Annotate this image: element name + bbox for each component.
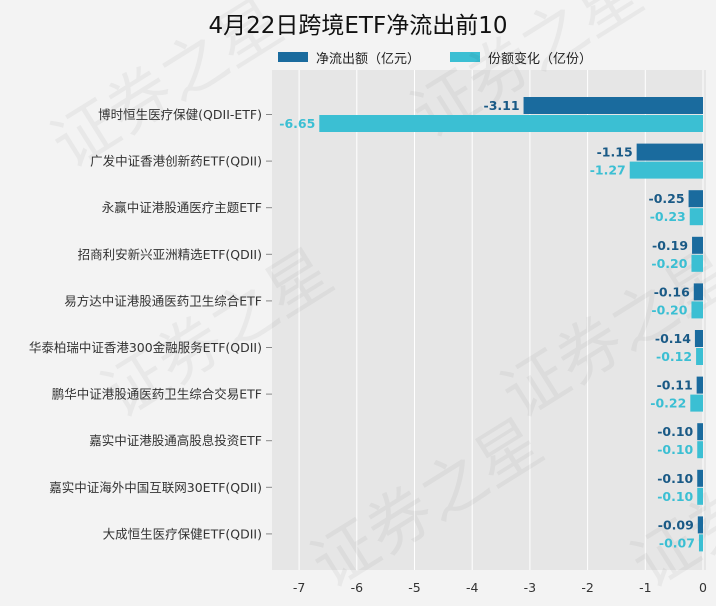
bar-share-change bbox=[319, 115, 703, 132]
data-label: -0.23 bbox=[650, 209, 686, 224]
category-label: 嘉实中证海外中国互联网30ETF(QDII) bbox=[49, 480, 262, 495]
x-axis-ticks: -7 -6 -5 -4 -3 -2 -1 0 bbox=[293, 580, 707, 595]
data-label: -0.10 bbox=[657, 424, 693, 439]
x-tick-label: -1 bbox=[639, 580, 651, 595]
legend-label-share-change: 份额变化（亿份） bbox=[488, 51, 593, 67]
x-tick-label: -5 bbox=[408, 580, 420, 595]
x-tick-label: -7 bbox=[293, 580, 305, 595]
category-label: 华泰柏瑞中证香港300金融服务ETF(QDII) bbox=[29, 340, 262, 355]
legend-label-net-outflow: 净流出额（亿元） bbox=[316, 51, 421, 67]
data-label: -1.27 bbox=[590, 163, 626, 178]
bar-net-outflow bbox=[697, 516, 703, 534]
category-label: 嘉实中证港股通高股息投资ETF bbox=[89, 433, 262, 448]
data-label: -3.11 bbox=[484, 98, 520, 113]
chart-title: 4月22日跨境ETF净流出前10 bbox=[208, 13, 508, 39]
bar-net-outflow bbox=[693, 283, 703, 301]
data-label: -0.25 bbox=[649, 191, 685, 206]
data-label: -6.65 bbox=[279, 116, 315, 131]
category-label: 大成恒生医疗保健ETF(QDII) bbox=[103, 526, 262, 541]
bar-net-outflow bbox=[697, 469, 703, 487]
bar-share-change bbox=[698, 534, 703, 552]
data-label: -0.07 bbox=[659, 535, 695, 550]
bar-share-change bbox=[696, 348, 703, 365]
bar-net-outflow bbox=[696, 376, 703, 394]
category-label: 永赢中证港股通医疗主题ETF bbox=[102, 200, 262, 215]
legend-swatch-net-outflow bbox=[278, 52, 308, 62]
bar-net-outflow bbox=[697, 423, 703, 441]
category-label: 易方达中证港股通医药卫生综合ETF bbox=[64, 293, 262, 308]
data-label: -0.11 bbox=[657, 378, 693, 393]
bar-share-change bbox=[629, 161, 703, 179]
category-label: 广发中证香港创新药ETF(QDII) bbox=[90, 154, 262, 169]
bar-net-outflow bbox=[688, 190, 703, 208]
bar-share-change bbox=[697, 487, 703, 505]
x-tick-label: 0 bbox=[699, 580, 707, 595]
legend-item-net-outflow: 净流出额（亿元） bbox=[278, 48, 420, 67]
bar-net-outflow bbox=[692, 236, 703, 254]
data-label: -0.12 bbox=[656, 349, 692, 364]
bar-net-outflow bbox=[523, 97, 703, 114]
x-tick-label: -6 bbox=[351, 580, 364, 595]
grid-lines bbox=[298, 70, 704, 570]
x-tick-label: -2 bbox=[581, 580, 593, 595]
bar-share-change bbox=[691, 301, 703, 319]
data-label: -1.15 bbox=[597, 145, 633, 160]
legend: 净流出额（亿元） 份额变化（亿份） bbox=[278, 48, 622, 67]
category-labels: 博时恒生医疗保健(QDII-ETF) 广发中证香港创新药ETF(QDII) 永赢中证… bbox=[29, 107, 272, 541]
bar-share-change bbox=[689, 208, 703, 226]
data-label: -0.20 bbox=[651, 256, 687, 271]
legend-swatch-share-change bbox=[450, 52, 481, 62]
data-label: -0.10 bbox=[657, 489, 693, 504]
data-label: -0.16 bbox=[654, 284, 690, 299]
data-label: -0.19 bbox=[652, 238, 688, 253]
bars: -3.11 -6.65 -1.15 -1.27 -0.25 -0.23 -0.19 -0.20… bbox=[279, 97, 703, 552]
bar-share-change bbox=[690, 394, 703, 412]
bar-net-outflow bbox=[636, 143, 703, 161]
plot-area bbox=[272, 70, 706, 570]
bar-net-outflow bbox=[694, 330, 703, 347]
x-tick-label: -3 bbox=[524, 580, 536, 595]
bar-share-change bbox=[691, 254, 703, 272]
data-label: -0.14 bbox=[655, 331, 691, 346]
x-tick-label: -4 bbox=[466, 580, 479, 595]
legend-item-share-change: 份额变化（亿份） bbox=[450, 48, 592, 67]
data-label: -0.10 bbox=[657, 471, 693, 486]
data-label: -0.20 bbox=[651, 302, 687, 317]
category-label: 鹏华中证港股通医药卫生综合交易ETF bbox=[52, 387, 262, 402]
data-label: -0.22 bbox=[650, 396, 686, 411]
category-label: 博时恒生医疗保健(QDII-ETF) bbox=[98, 107, 262, 122]
category-label: 招商利安新兴亚洲精选ETF(QDII) bbox=[78, 247, 262, 262]
data-label: -0.09 bbox=[658, 517, 694, 532]
bar-share-change bbox=[697, 441, 703, 459]
data-label: -0.10 bbox=[657, 442, 693, 457]
